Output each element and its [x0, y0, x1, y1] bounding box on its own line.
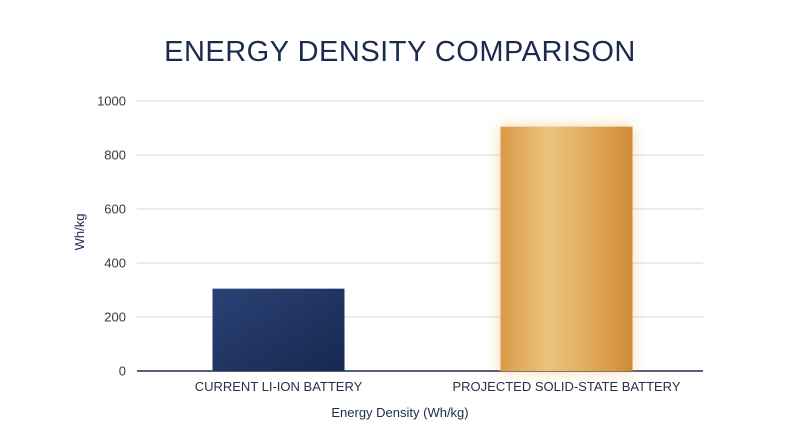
x-axis-title: Energy Density (Wh/kg): [331, 405, 468, 420]
y-tick-label: 1000: [97, 94, 126, 109]
bar-current-li-ion: [212, 288, 345, 371]
bar-projected-solid-state: [500, 126, 633, 372]
y-tick-label: 800: [104, 148, 126, 163]
y-tick-label: 400: [104, 256, 126, 271]
x-category-label: PROJECTED SOLID-STATE BATTERY: [452, 379, 680, 394]
y-axis-title: Wh/kg: [72, 214, 87, 251]
chart-title: ENERGY DENSITY COMPARISON: [164, 36, 636, 68]
y-tick-label: 600: [104, 202, 126, 217]
y-tick-label: 0: [119, 364, 126, 379]
x-category-label: CURRENT LI-ION BATTERY: [195, 379, 363, 394]
y-tick-label: 200: [104, 310, 126, 325]
